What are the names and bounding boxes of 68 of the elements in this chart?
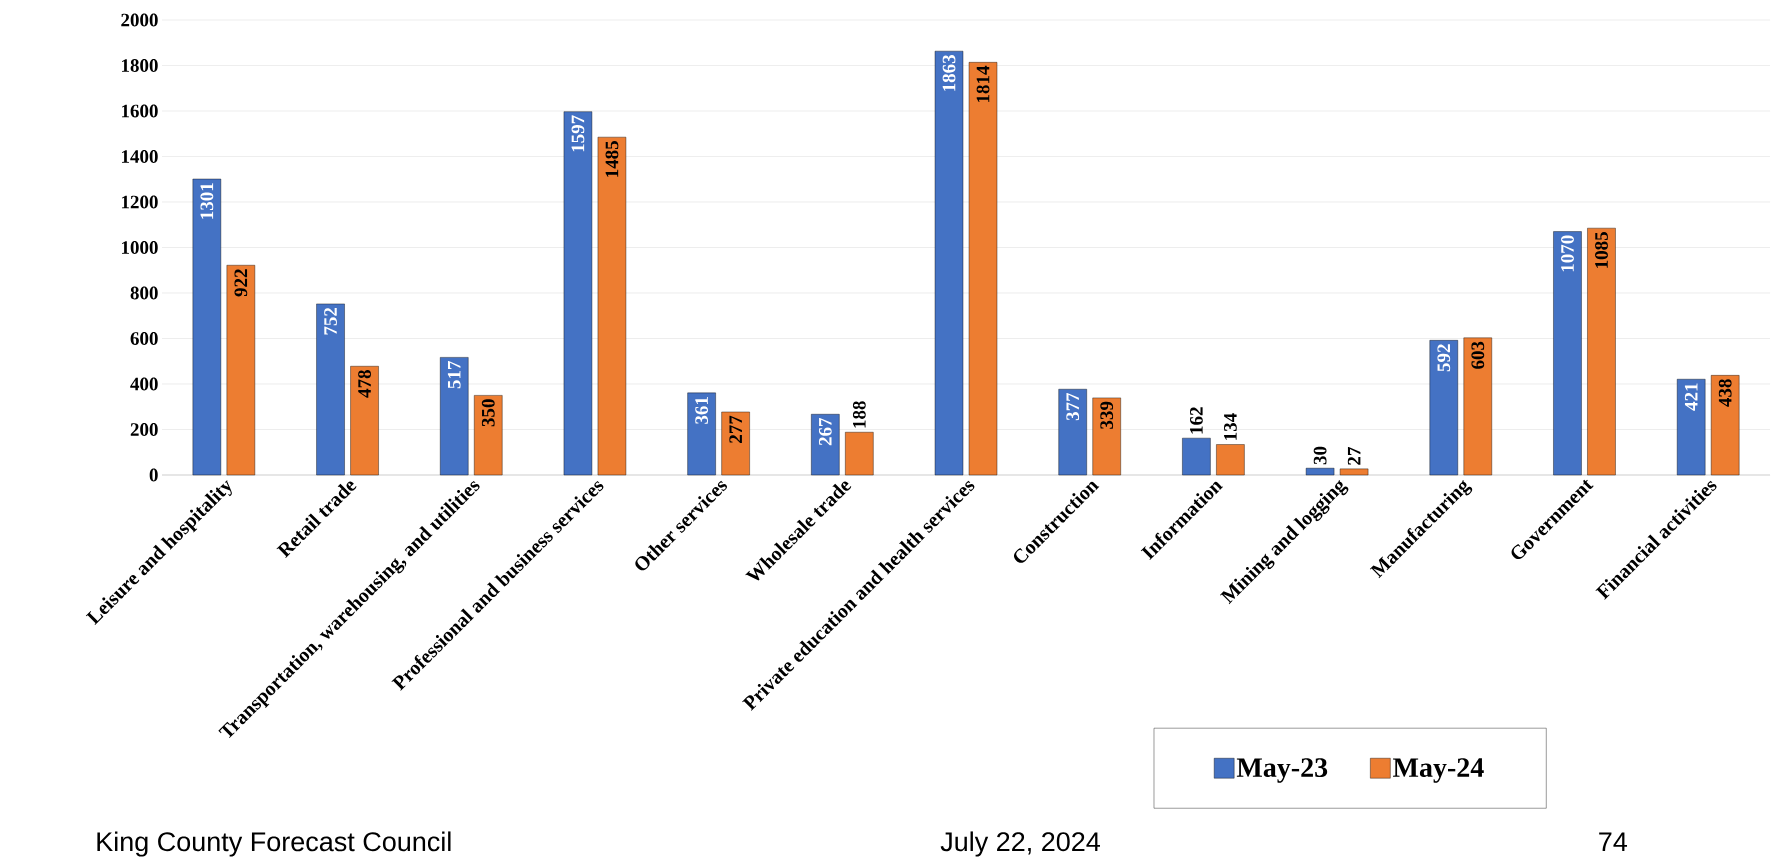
y-tick-label: 1800 <box>121 59 158 72</box>
bar <box>934 50 964 476</box>
data-label: 1863 <box>942 55 956 91</box>
bar <box>1710 375 1740 476</box>
data-label: 478 <box>358 370 371 398</box>
data-label: 30 <box>1313 446 1327 465</box>
data-label: 134 <box>1224 413 1237 440</box>
bar <box>1463 337 1492 476</box>
data-label: 438 <box>1718 379 1732 407</box>
bar <box>192 178 222 476</box>
data-label: 592 <box>1437 344 1451 372</box>
bar <box>440 357 469 476</box>
data-label: 1070 <box>1561 235 1574 272</box>
data-label: 1597 <box>571 115 585 152</box>
data-label: 267 <box>818 417 832 446</box>
bar <box>1182 437 1211 476</box>
y-tick-label: 1400 <box>121 150 158 163</box>
y-tick-label: 0 <box>149 468 158 482</box>
data-label: 188 <box>852 401 866 428</box>
bar <box>1339 468 1369 476</box>
data-label: 1485 <box>605 141 619 177</box>
bar <box>316 303 345 476</box>
data-label: 339 <box>1100 401 1114 429</box>
data-label: 162 <box>1190 407 1203 434</box>
data-label: 277 <box>729 415 742 443</box>
y-tick-label: 1200 <box>121 195 158 209</box>
data-label: 922 <box>234 269 248 297</box>
data-label: 27 <box>1347 447 1361 465</box>
y-tick-label: 600 <box>130 332 158 345</box>
legend-label: May-23 <box>1236 758 1328 783</box>
bar <box>1553 231 1582 476</box>
data-label: 1085 <box>1595 232 1608 268</box>
text: 74 <box>1599 832 1628 851</box>
y-tick-label: 800 <box>130 286 158 300</box>
bar <box>563 111 593 476</box>
y-tick-label: 1000 <box>121 241 158 254</box>
bar <box>1216 444 1245 476</box>
data-label: 1814 <box>976 65 990 102</box>
data-label: 752 <box>324 307 337 335</box>
text: King County Forecast Council <box>97 831 451 857</box>
bar <box>1676 379 1706 476</box>
bar <box>811 414 840 476</box>
data-label: 421 <box>1684 383 1698 411</box>
bar <box>1429 340 1458 476</box>
y-tick-label: 1600 <box>121 104 158 118</box>
data-label: 361 <box>695 397 709 424</box>
y-tick-label: 200 <box>130 423 158 436</box>
bar <box>1587 227 1616 476</box>
bar <box>474 395 503 476</box>
bar <box>687 392 716 476</box>
bar <box>721 411 750 476</box>
text: July 22, 2024 <box>940 831 1100 857</box>
bar <box>968 62 998 476</box>
bar <box>226 265 256 476</box>
bar <box>1305 467 1335 476</box>
data-label: 377 <box>1066 392 1080 421</box>
bar <box>1092 397 1121 476</box>
bar <box>597 136 627 476</box>
data-label: 350 <box>481 399 495 427</box>
y-tick-label: 400 <box>130 377 158 391</box>
data-label: 1301 <box>200 183 214 219</box>
bar <box>1058 389 1087 476</box>
data-label: 517 <box>447 361 461 389</box>
bar <box>845 432 874 476</box>
y-tick-label: 2000 <box>121 13 158 27</box>
bar <box>350 366 379 476</box>
legend-label: May-24 <box>1393 758 1484 783</box>
data-label: 603 <box>1471 341 1485 369</box>
